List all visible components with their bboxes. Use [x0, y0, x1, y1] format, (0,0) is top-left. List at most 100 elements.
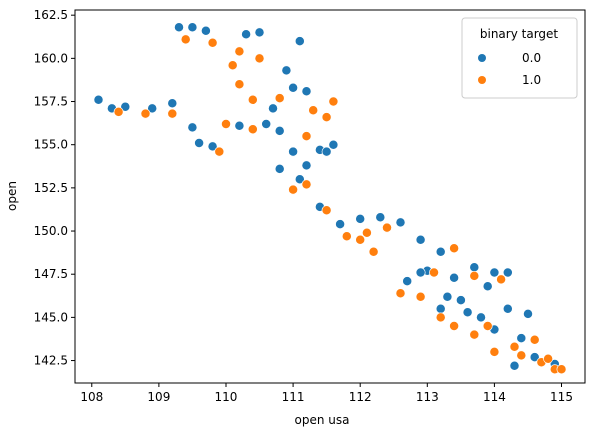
point-0.0-5 [174, 22, 184, 33]
point-1.0-11 [221, 119, 231, 129]
point-1.0-27 [496, 274, 507, 285]
point-0.0-10 [187, 122, 198, 133]
point-1.0-17 [321, 205, 332, 216]
point-0.0-41 [435, 303, 446, 314]
x-tick-label-3: 111 [282, 390, 305, 404]
point-1.0-19 [361, 227, 372, 238]
point-1.0-12 [308, 105, 319, 116]
point-1.0-24 [415, 291, 426, 302]
point-0.0-12 [207, 141, 218, 152]
legend-label-0: 0.0 [522, 51, 541, 65]
point-0.0-14 [261, 119, 272, 129]
point-1.0-40 [328, 96, 339, 107]
point-1.0-41 [355, 234, 366, 245]
point-1.0-39 [227, 60, 238, 71]
point-1.0-15 [288, 184, 299, 195]
point-0.0-44 [523, 308, 533, 319]
legend-marker-1 [478, 76, 486, 84]
point-1.0-14 [301, 131, 312, 142]
point-0.0-40 [455, 295, 466, 306]
point-0.0-24 [274, 163, 285, 174]
point-0.0-47 [529, 352, 540, 363]
x-tick-label-4: 112 [349, 390, 372, 404]
point-0.0-17 [294, 36, 305, 47]
point-1.0-37 [482, 321, 493, 331]
y-tick-label-3: 150.0 [34, 224, 68, 238]
point-0.0-21 [288, 146, 299, 157]
y-tick-label-5: 155.0 [34, 138, 68, 152]
point-0.0-51 [462, 307, 473, 318]
point-0.0-2 [120, 101, 131, 112]
point-1.0-6 [234, 79, 245, 90]
y-tick-label-0: 142.5 [34, 354, 68, 368]
point-1.0-30 [435, 312, 446, 323]
point-0.0-31 [415, 234, 426, 245]
point-0.0-6 [187, 22, 198, 33]
point-1.0-28 [449, 321, 460, 331]
y-tick-label-1: 145.0 [34, 310, 68, 324]
x-tick-label-5: 113 [416, 390, 439, 404]
point-1.0-2 [180, 34, 191, 45]
point-0.0-30 [395, 217, 406, 228]
legend-title: binary target [480, 27, 559, 41]
point-1.0-5 [254, 53, 265, 64]
y-tick-label-6: 157.5 [34, 95, 68, 109]
point-0.0-52 [415, 267, 426, 278]
x-tick-label-2: 110 [215, 390, 238, 404]
point-0.0-39 [482, 281, 493, 292]
point-1.0-43 [543, 353, 554, 364]
point-0.0-43 [502, 303, 513, 314]
point-1.0-3 [207, 37, 218, 48]
point-0.0-8 [254, 27, 265, 38]
data-points [93, 22, 567, 375]
point-1.0-0 [113, 106, 124, 117]
plot-frame [74, 9, 586, 384]
point-1.0-38 [167, 108, 178, 119]
point-1.0-9 [247, 124, 258, 135]
point-1.0-20 [368, 246, 379, 257]
point-0.0-18 [281, 65, 292, 76]
y-tick-label-2: 147.5 [34, 267, 68, 281]
point-0.0-9 [241, 29, 252, 40]
y-tick-label-7: 160.0 [34, 51, 68, 65]
point-1.0-22 [449, 243, 460, 254]
point-1.0-10 [214, 146, 225, 157]
point-0.0-32 [435, 246, 446, 257]
point-0.0-16 [288, 82, 299, 93]
point-1.0-21 [382, 222, 392, 233]
legend: binary target 0.0 1.0 [461, 17, 578, 99]
x-tick-label-7: 115 [550, 390, 573, 404]
point-1.0-4 [234, 46, 245, 57]
x-tick-label-1: 109 [147, 390, 170, 404]
point-0.0-13 [234, 120, 245, 131]
y-tick-label-8: 162.5 [34, 8, 68, 22]
point-0.0-22 [301, 160, 312, 171]
legend-box [461, 17, 578, 99]
point-0.0-4 [167, 98, 178, 109]
point-0.0-53 [321, 146, 332, 157]
x-tick-label-6: 114 [483, 390, 506, 404]
point-1.0-26 [469, 270, 480, 281]
point-0.0-46 [516, 333, 527, 344]
point-1.0-16 [301, 179, 312, 190]
point-0.0-19 [301, 86, 312, 97]
point-0.0-28 [355, 213, 366, 224]
point-1.0-42 [516, 350, 527, 361]
point-1.0-8 [274, 93, 285, 104]
point-0.0-25 [294, 174, 305, 185]
point-1.0-32 [509, 341, 520, 352]
point-0.0-48 [509, 360, 520, 371]
point-1.0-36 [529, 334, 540, 345]
point-1.0-31 [489, 346, 500, 357]
point-0.0-36 [469, 262, 480, 273]
point-1.0-35 [556, 364, 567, 375]
point-0.0-15 [268, 103, 278, 114]
point-1.0-23 [429, 267, 439, 278]
y-tick-label-4: 152.5 [34, 181, 68, 195]
x-axis-ticks: 108 109 110 111 112 113 114 115 [80, 383, 573, 404]
point-1.0-25 [395, 288, 406, 299]
point-1.0-1 [140, 108, 151, 119]
point-0.0-3 [147, 103, 158, 114]
point-0.0-34 [402, 276, 413, 287]
point-0.0-27 [335, 219, 346, 230]
